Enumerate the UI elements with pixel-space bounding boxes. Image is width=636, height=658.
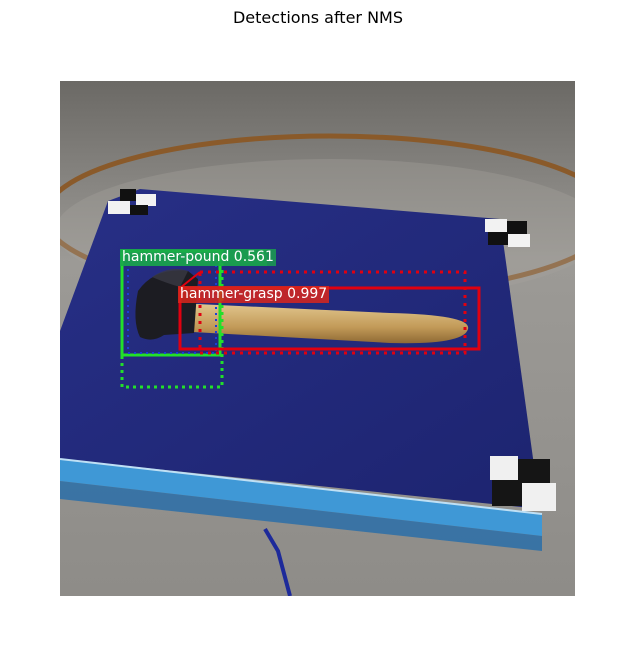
marker-bottom-right <box>490 456 556 511</box>
hammer-handle <box>175 303 469 344</box>
scene-illustration <box>60 81 575 596</box>
label-hammer-pound-1: hammer-pound 0.561 <box>120 249 276 266</box>
cable <box>263 527 292 596</box>
figure-title: Detections after NMS <box>232 8 403 27</box>
box-hammer-grasp-solid <box>178 286 481 351</box>
label-hammer-grasp: hammer-grasp 0.997 <box>178 286 330 303</box>
table-edge-line <box>60 458 543 515</box>
marker-top-left <box>108 189 156 215</box>
box-link-line <box>179 271 201 289</box>
hammer-claw <box>152 269 188 287</box>
box-hammer-grasp-dotted <box>198 270 467 355</box>
table-edge-shadow <box>60 481 542 551</box>
table-front-edge <box>60 459 542 536</box>
detection-image: hammer-pound 0.60 hammer-pound 0.561 ham… <box>60 81 575 596</box>
marker-top-right <box>485 219 530 247</box>
